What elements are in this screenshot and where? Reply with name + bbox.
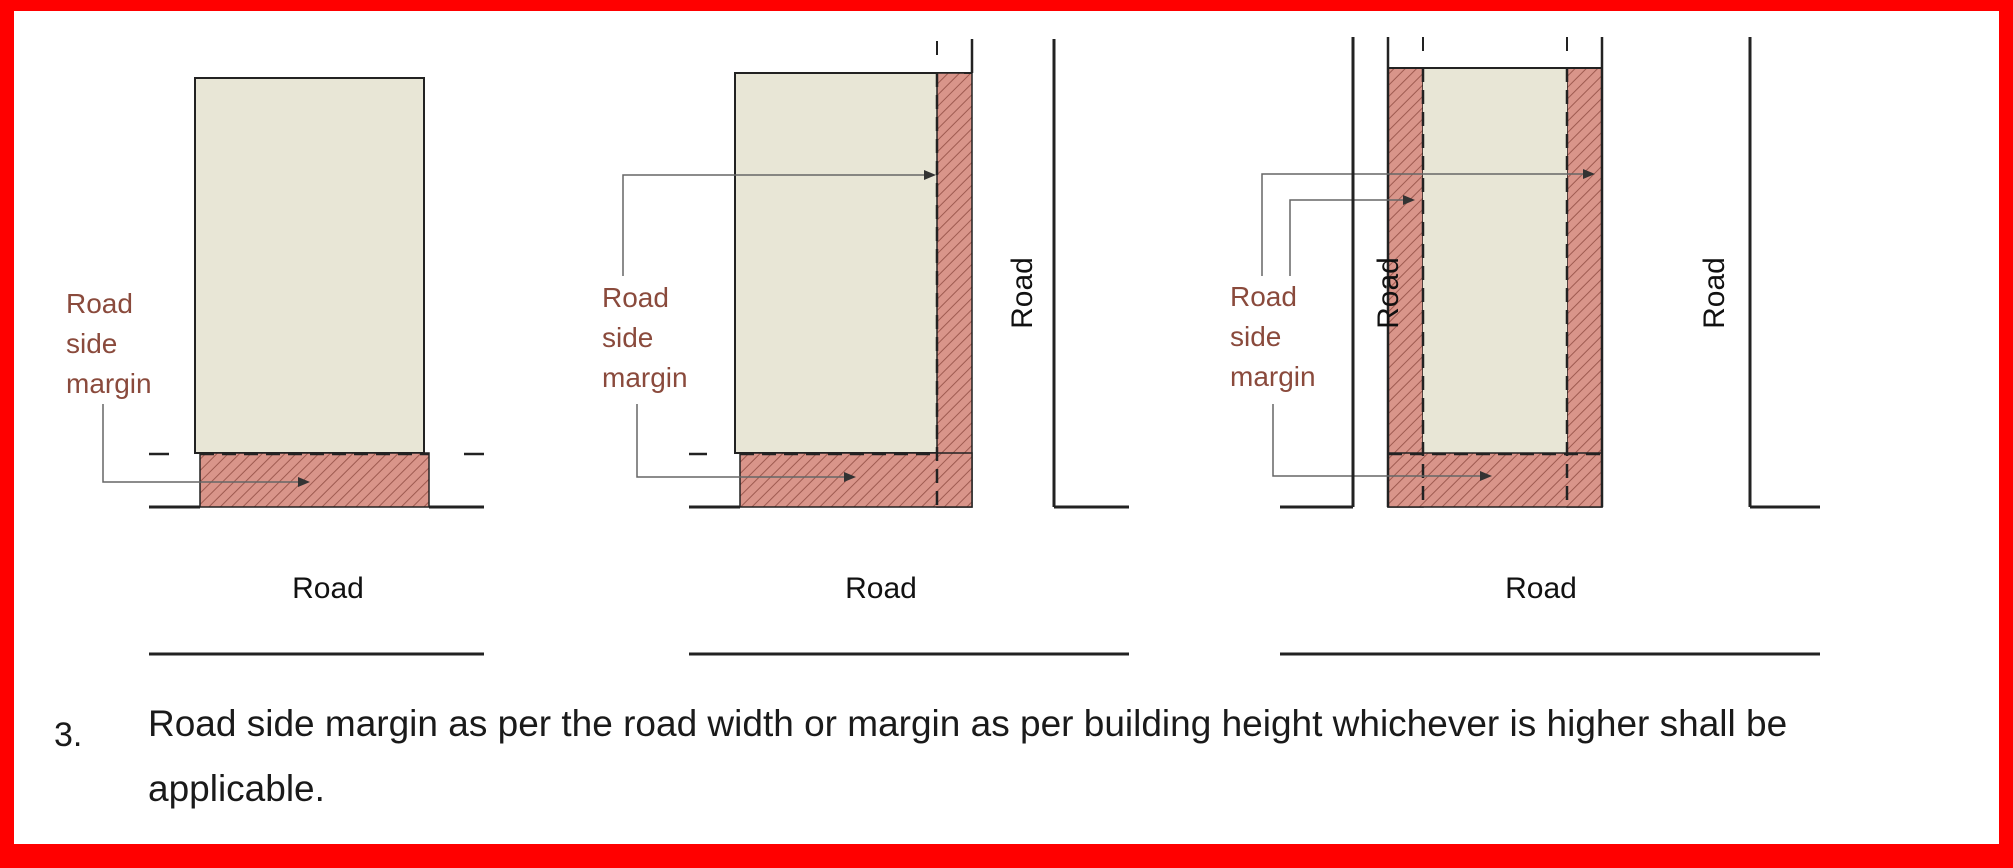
leader-line-right <box>1261 173 1589 276</box>
plot-area <box>734 72 965 454</box>
diagram-1: Road side margin Road <box>66 77 484 656</box>
road-side-margin-label: Road side margin <box>66 288 152 399</box>
leader-arrowhead <box>1480 471 1492 481</box>
bottom-road-label: Road <box>292 572 364 605</box>
bottom-road-label: Road <box>845 572 917 605</box>
leader-arrowhead <box>844 472 856 482</box>
leader-arrowhead <box>298 477 310 487</box>
leader-line <box>102 404 304 483</box>
road-side-margin-label: Road side margin <box>602 282 688 393</box>
plot-area <box>1423 68 1567 453</box>
note-text: Road side margin as per the road width o… <box>148 703 1788 809</box>
diagram-3: Road side margin Road Road Road <box>1230 37 1820 656</box>
diagram-2: Road side margin Road Road <box>602 39 1129 656</box>
road-side-margin-area <box>739 452 973 508</box>
leader-arrowhead <box>1403 195 1415 205</box>
left-road-label: Road <box>1372 257 1405 329</box>
leader-line-bottom <box>636 404 850 478</box>
document-page: Road side margin Road Road side margin R… <box>14 11 1999 844</box>
leader-arrowhead <box>924 170 936 180</box>
leader-line-left <box>1289 199 1409 276</box>
leader-arrowhead <box>1583 169 1595 179</box>
right-road-margin-area <box>936 72 973 508</box>
note-number: 3. <box>54 716 83 754</box>
road-side-margin-area <box>1387 452 1603 508</box>
road-margin-figure: Road side margin Road Road side margin R… <box>66 37 1820 656</box>
bottom-road-label: Road <box>1505 572 1577 605</box>
right-road-label: Road <box>1006 257 1039 329</box>
road-side-margin-area <box>199 452 430 508</box>
road-side-margin-label: Road side margin <box>1230 281 1316 392</box>
plot-area <box>194 77 425 454</box>
right-road-label: Road <box>1698 257 1731 329</box>
leader-line-right <box>622 174 930 276</box>
leader-line-bottom <box>1272 404 1486 477</box>
left-road-margin-area <box>1387 67 1424 508</box>
right-road-margin-area <box>1566 67 1603 508</box>
